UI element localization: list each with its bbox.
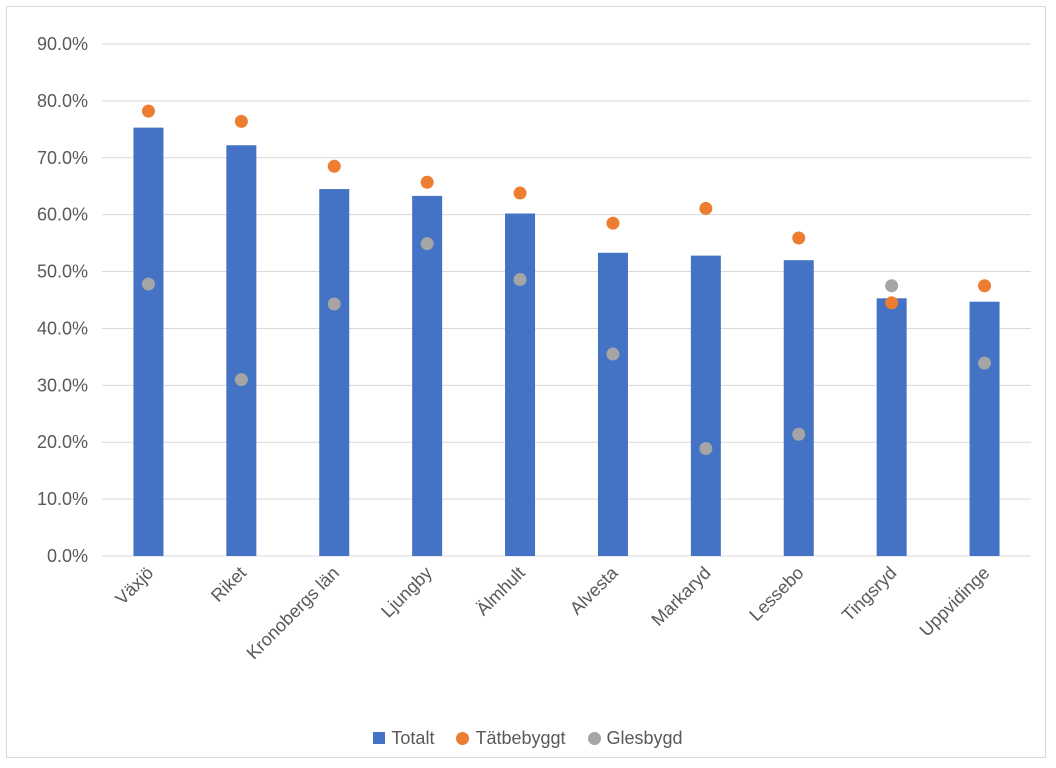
- legend-label: Tätbebyggt: [475, 727, 566, 748]
- marker-glesbygd: [978, 356, 992, 370]
- legend-item: Glesbygd: [587, 727, 683, 749]
- marker-glesbygd: [327, 297, 341, 311]
- y-tick-label: 0.0%: [47, 546, 88, 566]
- legend-swatch: [587, 731, 601, 745]
- marker-glesbygd: [513, 273, 527, 287]
- y-tick-label: 10.0%: [37, 489, 88, 509]
- y-tick-label: 20.0%: [37, 432, 88, 452]
- marker-glesbygd: [420, 237, 434, 251]
- x-tick-label: Älmhult: [472, 563, 529, 620]
- marker-glesbygd: [885, 279, 899, 293]
- marker-tatbebyggt: [234, 114, 248, 128]
- y-tick-label: 90.0%: [37, 34, 88, 54]
- bar-totalt: [969, 301, 1000, 556]
- marker-tatbebyggt: [141, 104, 155, 118]
- marker-tatbebyggt: [699, 201, 713, 215]
- marker-glesbygd: [699, 441, 713, 455]
- bar-totalt: [876, 298, 907, 556]
- y-tick-label: 80.0%: [37, 91, 88, 111]
- bar-totalt: [412, 195, 443, 557]
- legend-label: Totalt: [391, 727, 435, 748]
- marker-glesbygd: [234, 373, 248, 387]
- x-tick-label: Uppvidinge: [916, 563, 994, 641]
- legend-swatch: [373, 732, 386, 744]
- x-tick-label: Växjö: [111, 563, 157, 609]
- marker-glesbygd: [606, 347, 620, 361]
- legend: Totalt Tätbebyggt Glesbygd: [0, 726, 1056, 750]
- x-tick-label: Ljungby: [377, 563, 436, 622]
- x-tick-label: Tingsryd: [838, 563, 900, 625]
- y-tick-label: 40.0%: [37, 318, 88, 338]
- legend-item: Totalt: [373, 728, 434, 749]
- bar-totalt: [690, 255, 721, 557]
- legend-label: Glesbygd: [606, 727, 683, 748]
- marker-tatbebyggt: [885, 296, 899, 310]
- bar-totalt: [226, 145, 257, 557]
- marker-tatbebyggt: [792, 231, 806, 245]
- bar-totalt: [783, 260, 814, 556]
- y-tick-label: 60.0%: [37, 205, 88, 225]
- legend-swatch: [456, 731, 470, 745]
- marker-tatbebyggt: [978, 279, 992, 293]
- marker-tatbebyggt: [606, 216, 620, 230]
- y-tick-label: 30.0%: [37, 375, 88, 395]
- marker-tatbebyggt: [420, 175, 434, 189]
- legend-item: Tätbebyggt: [456, 727, 566, 749]
- x-tick-label: Riket: [207, 563, 250, 606]
- x-tick-label: Markaryd: [647, 563, 714, 630]
- x-tick-label: Lessebo: [745, 563, 807, 625]
- y-tick-label: 70.0%: [37, 148, 88, 168]
- marker-glesbygd: [141, 277, 155, 291]
- x-tick-label: Kronobergs län: [243, 563, 343, 663]
- bar-totalt: [597, 252, 628, 556]
- bar-totalt: [133, 127, 164, 557]
- marker-tatbebyggt: [327, 159, 341, 173]
- y-tick-label: 50.0%: [37, 262, 88, 282]
- bar-totalt: [505, 213, 536, 557]
- x-tick-label: Alvesta: [566, 562, 623, 619]
- marker-glesbygd: [792, 427, 806, 441]
- marker-tatbebyggt: [513, 186, 527, 200]
- bar-totalt: [319, 189, 350, 557]
